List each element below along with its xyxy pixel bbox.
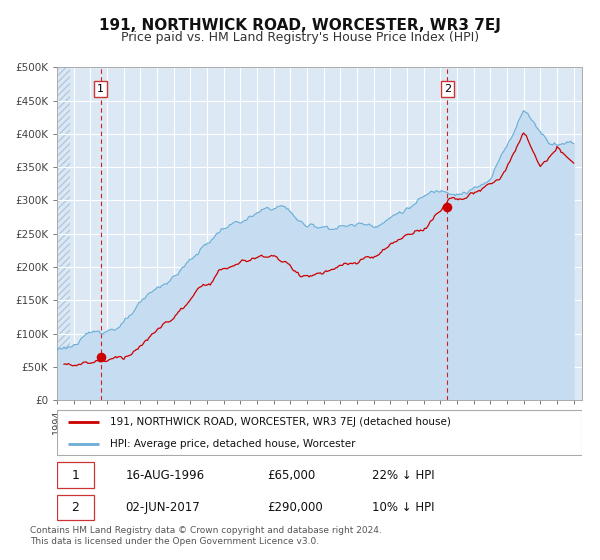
Text: Contains HM Land Registry data © Crown copyright and database right 2024.
This d: Contains HM Land Registry data © Crown c… [30, 526, 382, 546]
FancyBboxPatch shape [57, 494, 94, 520]
Point [443, 203, 452, 212]
Text: 10% ↓ HPI: 10% ↓ HPI [372, 501, 434, 514]
Bar [57, 67, 70, 400]
Text: £290,000: £290,000 [267, 501, 323, 514]
Text: 191, NORTHWICK ROAD, WORCESTER, WR3 7EJ: 191, NORTHWICK ROAD, WORCESTER, WR3 7EJ [99, 18, 501, 32]
Text: 22% ↓ HPI: 22% ↓ HPI [372, 469, 434, 482]
Text: 02-JUN-2017: 02-JUN-2017 [125, 501, 200, 514]
Text: 16-AUG-1996: 16-AUG-1996 [125, 469, 205, 482]
Text: 191, NORTHWICK ROAD, WORCESTER, WR3 7EJ (detached house): 191, NORTHWICK ROAD, WORCESTER, WR3 7EJ … [110, 417, 451, 427]
Text: £65,000: £65,000 [267, 469, 315, 482]
Text: 1: 1 [97, 84, 104, 94]
Point [96, 353, 106, 362]
Text: Price paid vs. HM Land Registry's House Price Index (HPI): Price paid vs. HM Land Registry's House … [121, 31, 479, 44]
Text: 2: 2 [444, 84, 451, 94]
Text: HPI: Average price, detached house, Worcester: HPI: Average price, detached house, Worc… [110, 439, 355, 449]
FancyBboxPatch shape [57, 410, 582, 455]
Text: 2: 2 [71, 501, 79, 514]
Text: 1: 1 [71, 469, 79, 482]
FancyBboxPatch shape [57, 463, 94, 488]
